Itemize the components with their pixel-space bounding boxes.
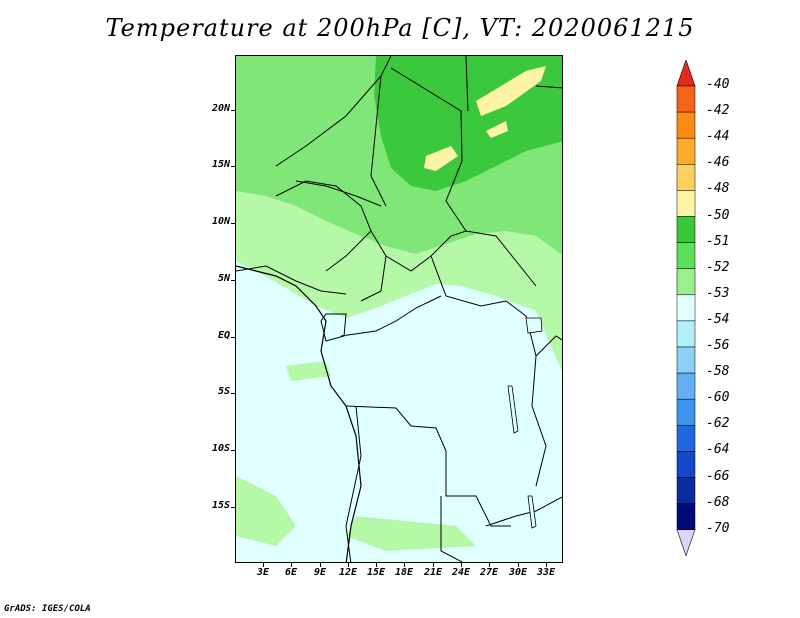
coastline xyxy=(236,265,362,562)
lake-tanganyika xyxy=(507,385,519,434)
colorbar-swatch xyxy=(676,164,696,191)
x-tick-label: 6E xyxy=(284,567,298,578)
x-tick-mark xyxy=(376,563,377,567)
x-tick-mark xyxy=(348,563,349,567)
colorbar-top-arrow xyxy=(676,60,696,87)
lake-victoria xyxy=(525,317,543,334)
y-tick-mark xyxy=(231,166,235,167)
y-tick-mark xyxy=(231,110,235,111)
x-tick-mark xyxy=(320,563,321,567)
colorbar-label: -60 xyxy=(706,390,730,406)
y-tick-mark xyxy=(231,280,235,281)
colorbar-label: -46 xyxy=(706,155,730,171)
colorbar-label: -64 xyxy=(706,442,730,458)
lake-malawi xyxy=(527,495,537,529)
field-minus50-b xyxy=(424,146,458,171)
field-minus53-south-b xyxy=(346,516,476,551)
x-tick-mark xyxy=(489,563,490,567)
colorbar-swatch xyxy=(676,398,696,426)
colorbar-swatch xyxy=(676,346,696,374)
colorbar-bottom-arrow xyxy=(676,529,696,557)
x-tick-mark xyxy=(518,563,519,567)
colorbar-label: -52 xyxy=(706,259,730,275)
x-tick-label: 30E xyxy=(508,567,528,578)
x-tick-mark xyxy=(433,563,434,567)
map-panel xyxy=(235,55,563,563)
x-tick-mark xyxy=(404,563,405,567)
field-minus53-south-a xyxy=(236,476,296,546)
colorbar-label: -66 xyxy=(706,468,730,484)
x-tick-label: 24E xyxy=(451,567,471,578)
colorbar-swatches xyxy=(676,60,696,557)
x-tick-label: 3E xyxy=(256,567,270,578)
y-tick-label: 10N xyxy=(211,216,230,227)
y-tick-label: 20N xyxy=(211,103,230,114)
colorbar-label: -42 xyxy=(706,103,730,119)
colorbar-label: -53 xyxy=(706,285,730,301)
x-tick-label: 27E xyxy=(479,567,499,578)
colorbar-label: -51 xyxy=(706,233,730,249)
y-tick-label: 10S xyxy=(211,443,230,454)
x-tick-label: 33E xyxy=(536,567,556,578)
colorbar-label: -48 xyxy=(706,181,730,197)
x-tick-label: 12E xyxy=(338,567,358,578)
x-tick-label: 21E xyxy=(423,567,443,578)
y-tick-label: 15N xyxy=(211,159,230,170)
x-tick-mark xyxy=(263,563,264,567)
y-tick-label: 5N xyxy=(217,273,230,284)
colorbar-swatch xyxy=(676,216,696,243)
colorbar-label: -50 xyxy=(706,207,730,223)
y-tick-mark xyxy=(231,393,235,394)
colorbar-label: -44 xyxy=(706,129,730,145)
x-tick-mark xyxy=(461,563,462,567)
x-tick-mark xyxy=(546,563,547,567)
colorbar-swatch xyxy=(676,294,696,322)
colorbar-swatch xyxy=(676,190,696,217)
x-tick-label: 9E xyxy=(313,567,327,578)
colorbar-swatch xyxy=(676,242,696,269)
colorbar-label: -40 xyxy=(706,77,730,92)
colorbar-label: -70 xyxy=(706,520,730,536)
colorbar-swatch xyxy=(676,503,696,530)
colorbar-label: -58 xyxy=(706,364,730,380)
colorbar-label: -68 xyxy=(706,494,730,510)
footer-credit: GrADS: IGES/COLA xyxy=(4,604,91,614)
field-minus50-a xyxy=(476,66,546,116)
field-minus53-south-c xyxy=(286,361,331,381)
colorbar-swatch xyxy=(676,372,696,400)
y-tick-label: EQ xyxy=(217,330,230,341)
colorbar-swatch xyxy=(676,425,696,452)
colorbar-label: -54 xyxy=(706,311,730,327)
y-tick-mark xyxy=(231,223,235,224)
colorbar-swatch xyxy=(676,320,696,348)
temperature-map xyxy=(236,56,562,562)
x-tick-mark xyxy=(291,563,292,567)
colorbar-swatch xyxy=(676,268,696,296)
y-tick-label: 15S xyxy=(211,500,230,511)
y-tick-mark xyxy=(231,450,235,451)
chart-title: Temperature at 200hPa [C], VT: 202006121… xyxy=(105,14,695,42)
y-tick-label: 5S xyxy=(217,386,230,397)
y-tick-mark xyxy=(231,337,235,338)
colorbar-swatch xyxy=(676,451,696,478)
y-tick-mark xyxy=(231,507,235,508)
colorbar-label: -62 xyxy=(706,416,730,432)
colorbar-swatch xyxy=(676,137,696,165)
colorbar-swatch xyxy=(676,85,696,113)
colorbar-swatch xyxy=(676,111,696,139)
x-tick-label: 18E xyxy=(394,567,414,578)
x-tick-label: 15E xyxy=(366,567,386,578)
colorbar-swatch xyxy=(676,477,696,504)
field-minus50-c xyxy=(486,121,508,138)
colorbar-label: -56 xyxy=(706,338,730,353)
